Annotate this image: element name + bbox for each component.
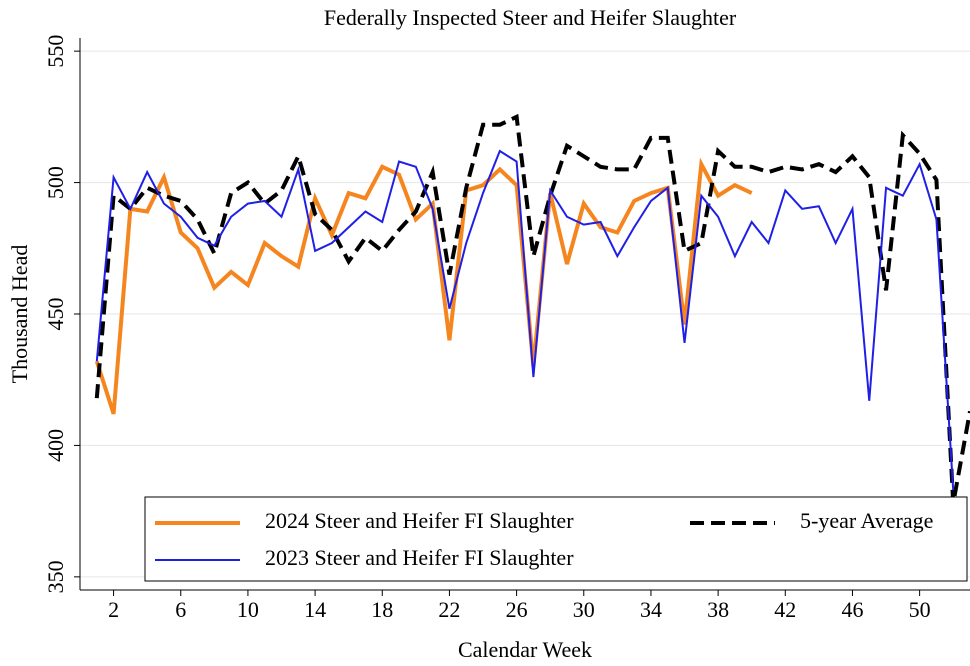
x-tick-label: 50 [909, 597, 931, 622]
series-line [94, 113, 970, 504]
y-tick-label: 550 [43, 35, 68, 68]
x-tick-label: 6 [175, 597, 186, 622]
x-axis-label: Calendar Week [458, 637, 592, 662]
x-tick-label: 22 [438, 597, 460, 622]
y-axis-label: Thousand Head [7, 245, 32, 384]
x-tick-label: 42 [774, 597, 796, 622]
x-tick-label: 34 [640, 597, 662, 622]
x-tick-label: 26 [506, 597, 528, 622]
x-tick-label: 14 [304, 597, 326, 622]
chart-title: Federally Inspected Steer and Heifer Sla… [324, 5, 737, 30]
y-tick-label: 400 [43, 429, 68, 462]
x-tick-label: 2 [108, 597, 119, 622]
x-tick-label: 18 [371, 597, 393, 622]
y-tick-label: 500 [43, 166, 68, 199]
series-line [95, 149, 955, 491]
y-tick-label: 350 [43, 560, 68, 593]
y-tick-label: 450 [43, 298, 68, 331]
legend-label: 5-year Average [800, 508, 933, 533]
x-tick-label: 30 [573, 597, 595, 622]
legend-label: 2024 Steer and Heifer FI Slaughter [265, 508, 574, 533]
x-tick-label: 38 [707, 597, 729, 622]
series-line [94, 157, 753, 415]
x-tick-label: 10 [237, 597, 259, 622]
x-tick-label: 46 [841, 597, 863, 622]
legend-box [144, 496, 968, 582]
legend-label: 2023 Steer and Heifer FI Slaughter [265, 545, 574, 570]
